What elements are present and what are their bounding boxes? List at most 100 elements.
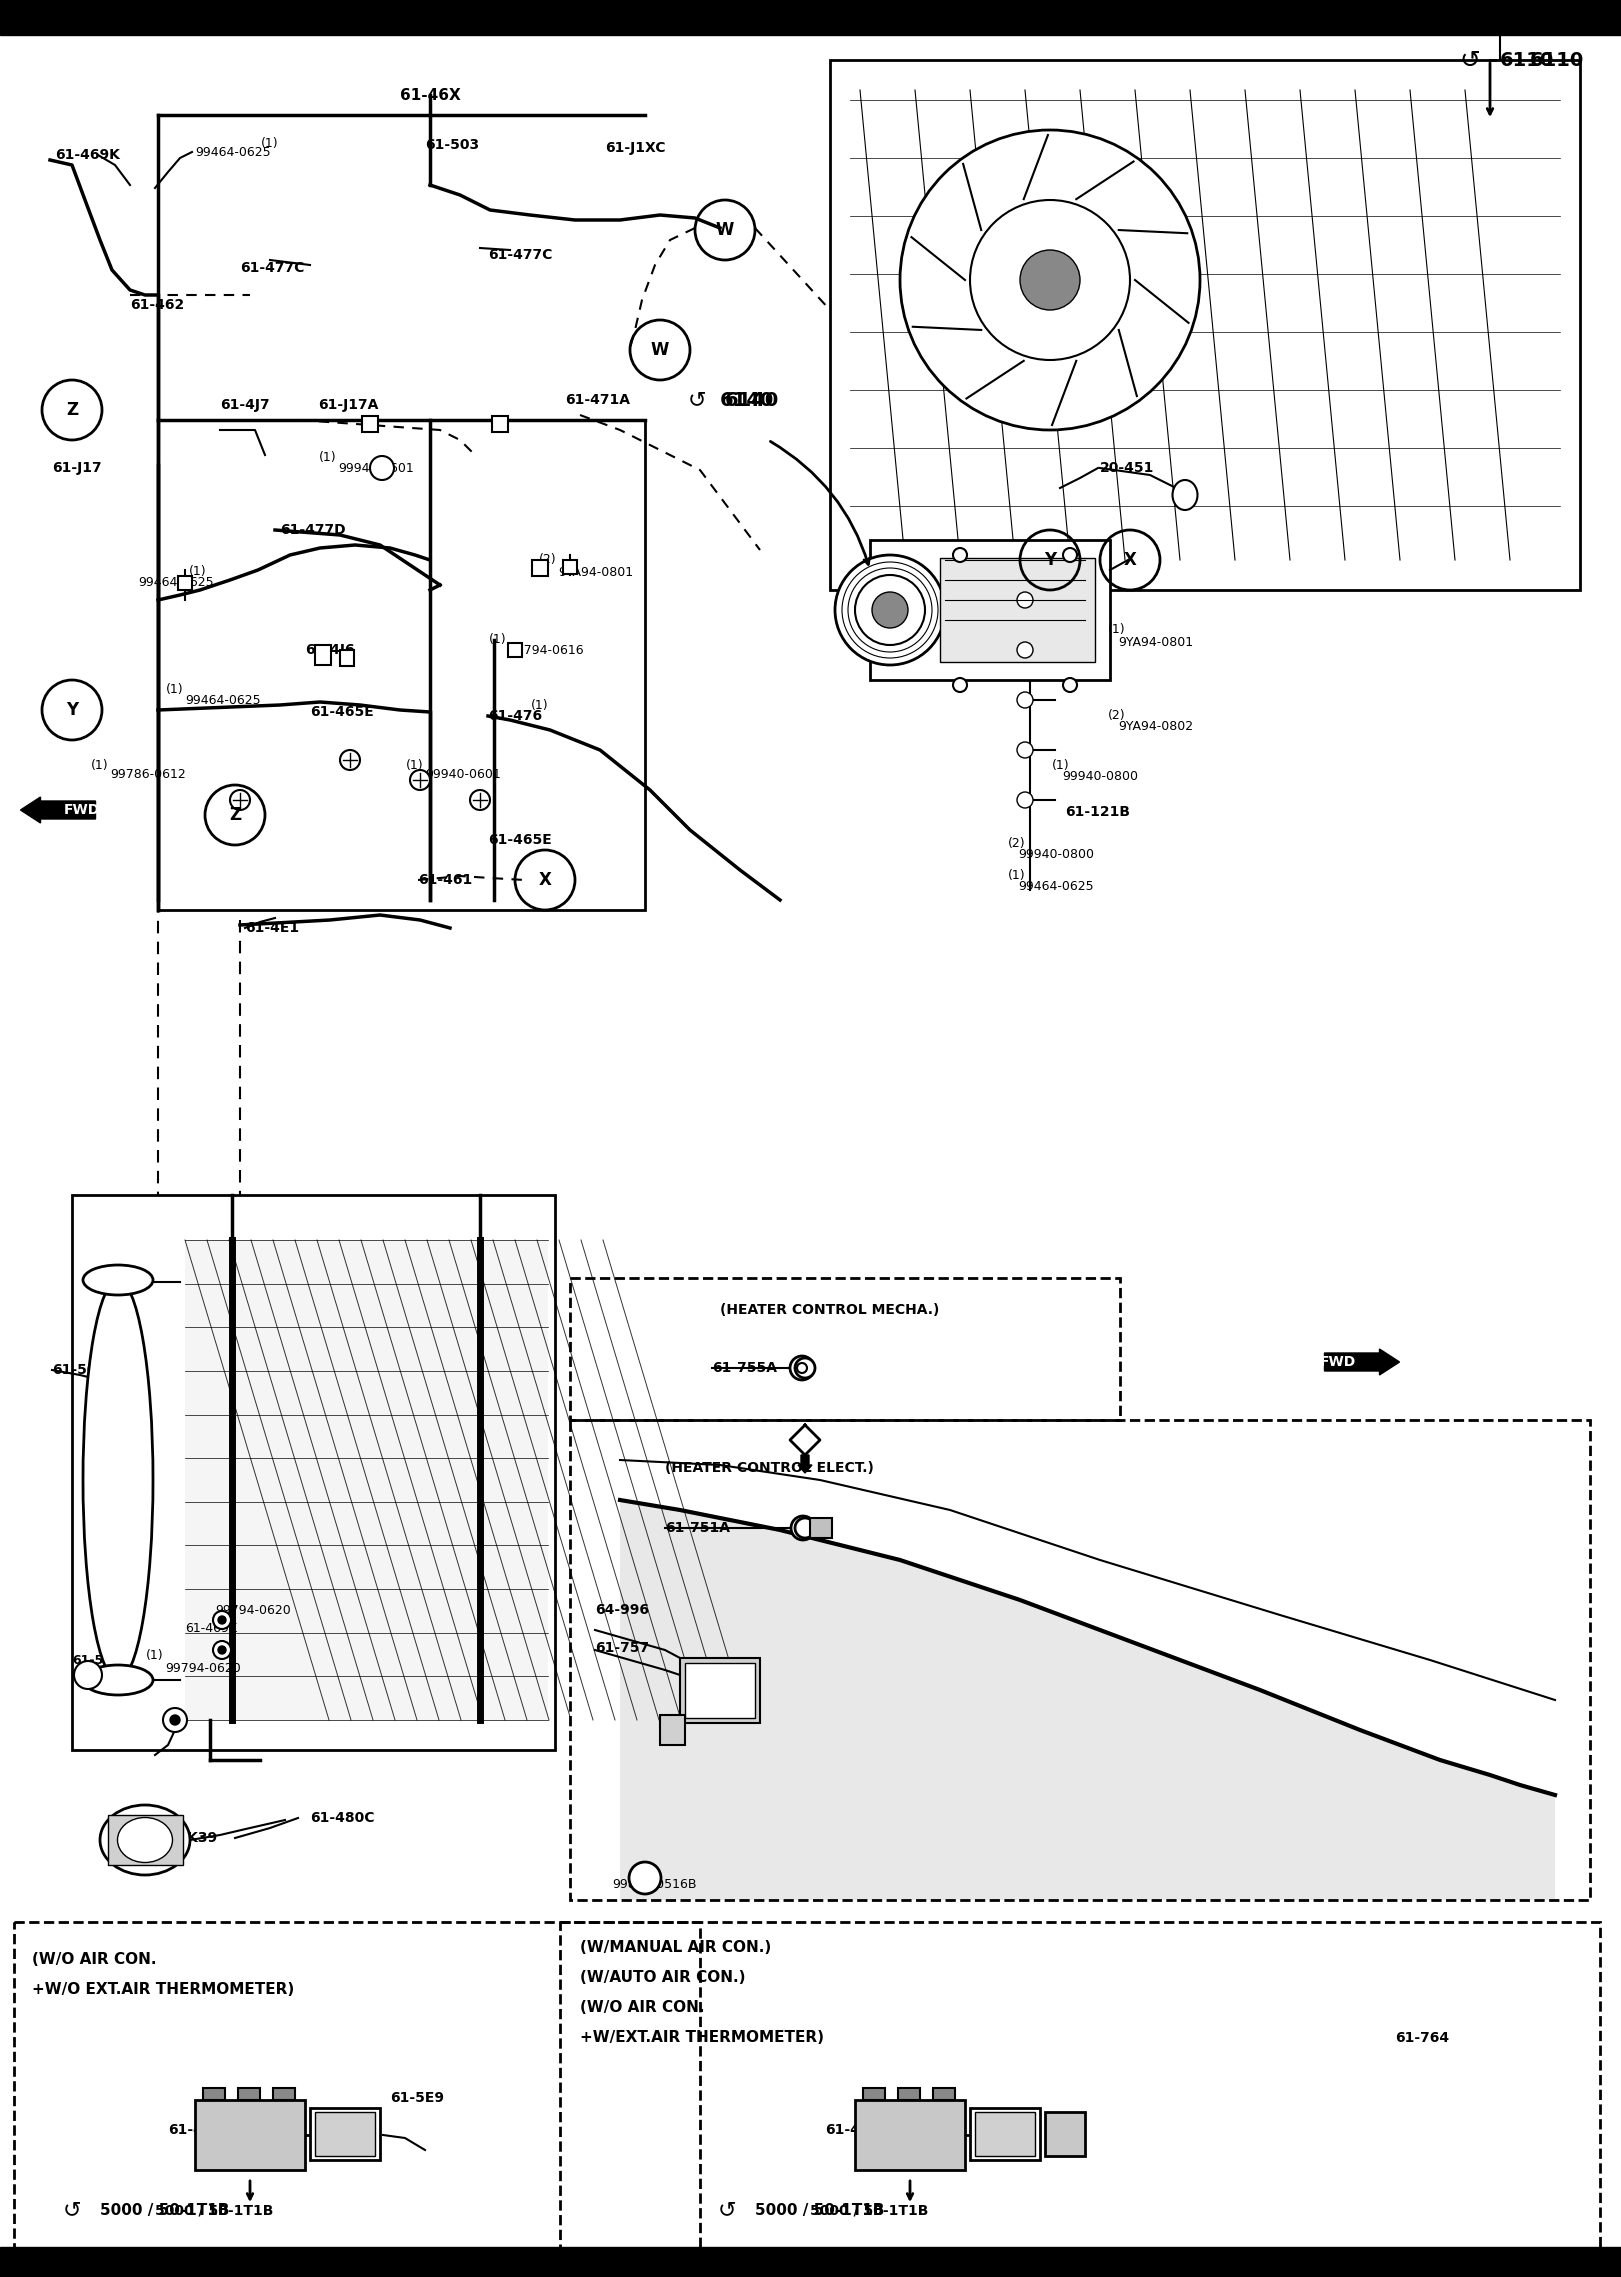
Text: (HEATER CONTROL MECHA.): (HEATER CONTROL MECHA.) <box>720 1302 940 1316</box>
Text: 61-755A: 61-755A <box>712 1362 776 1375</box>
Text: 61-J17: 61-J17 <box>52 460 102 476</box>
FancyArrow shape <box>21 797 96 822</box>
Bar <box>532 560 548 576</box>
FancyArrow shape <box>798 1455 812 1473</box>
Text: (1): (1) <box>1052 758 1070 772</box>
Text: (1): (1) <box>91 758 109 772</box>
FancyBboxPatch shape <box>1046 2113 1084 2156</box>
Text: 61-J17A: 61-J17A <box>318 398 378 412</box>
Text: +W/O EXT.AIR THERMOMETER): +W/O EXT.AIR THERMOMETER) <box>32 1983 295 1997</box>
Circle shape <box>1020 250 1080 310</box>
Text: FWD: FWD <box>1319 1355 1357 1368</box>
FancyBboxPatch shape <box>974 2113 1034 2156</box>
FancyBboxPatch shape <box>195 2099 305 2170</box>
Bar <box>493 417 507 433</box>
Text: $\circlearrowleft$: $\circlearrowleft$ <box>713 2200 736 2220</box>
Text: (W/MANUAL AIR CON.): (W/MANUAL AIR CON.) <box>580 1940 772 1956</box>
Circle shape <box>217 1646 225 1653</box>
Circle shape <box>212 1642 232 1660</box>
Circle shape <box>900 130 1200 430</box>
Circle shape <box>953 679 968 692</box>
Bar <box>0 2247 1621 2277</box>
Text: 64-996: 64-996 <box>595 1603 648 1617</box>
Text: 61-465E: 61-465E <box>488 833 551 847</box>
Text: Y: Y <box>1044 551 1055 569</box>
Bar <box>940 558 1096 663</box>
Circle shape <box>1016 592 1033 608</box>
Ellipse shape <box>83 1280 152 1680</box>
Text: $\circlearrowleft$: $\circlearrowleft$ <box>58 2200 81 2220</box>
Bar <box>810 1519 832 1537</box>
Bar <box>507 642 522 658</box>
Text: (1): (1) <box>490 633 507 647</box>
Bar <box>571 1421 1590 1899</box>
Circle shape <box>794 1357 815 1378</box>
Bar <box>178 576 191 590</box>
Circle shape <box>1063 679 1076 692</box>
Text: 61-764: 61-764 <box>1396 2031 1449 2045</box>
FancyArrow shape <box>1324 1348 1399 1375</box>
Circle shape <box>798 1364 807 1373</box>
Text: 99940-0800: 99940-0800 <box>1062 770 1138 783</box>
Circle shape <box>835 556 945 665</box>
Text: 6140: 6140 <box>725 389 780 410</box>
Text: (W/O AIR CON.: (W/O AIR CON. <box>32 1951 157 1967</box>
Text: (1): (1) <box>407 758 423 772</box>
Text: 61-4E1: 61-4E1 <box>245 920 300 936</box>
Text: 61-J1XC: 61-J1XC <box>605 141 666 155</box>
Circle shape <box>164 1708 186 1733</box>
Bar <box>314 644 331 665</box>
Circle shape <box>1063 549 1076 562</box>
Bar <box>0 0 1621 34</box>
Text: 99865-0516B: 99865-0516B <box>613 1879 697 1892</box>
Text: W: W <box>716 221 734 239</box>
Bar <box>71 1195 554 1751</box>
Text: 61-471A: 61-471A <box>566 394 631 408</box>
Circle shape <box>170 1715 180 1726</box>
Text: 99794-0620: 99794-0620 <box>216 1603 290 1617</box>
Text: 99794-0620: 99794-0620 <box>165 1662 242 1674</box>
Text: (2): (2) <box>1109 708 1125 722</box>
Text: 61-751A: 61-751A <box>665 1521 729 1535</box>
Circle shape <box>1016 742 1033 758</box>
Text: W: W <box>650 342 669 360</box>
Text: 5000 / 50-1T1B: 5000 / 50-1T1B <box>101 2202 230 2218</box>
Bar <box>15 1922 700 2247</box>
Bar <box>272 2088 295 2099</box>
Text: (1): (1) <box>532 699 550 713</box>
Text: 61-477C: 61-477C <box>240 262 305 276</box>
Ellipse shape <box>117 1817 172 1863</box>
Text: (1): (1) <box>190 565 207 578</box>
Bar <box>571 1277 1120 1421</box>
Text: 61-121B: 61-121B <box>1065 806 1130 820</box>
Circle shape <box>1016 642 1033 658</box>
Text: (2): (2) <box>1008 836 1026 849</box>
Text: 61-480C: 61-480C <box>310 1810 374 1824</box>
Circle shape <box>789 1357 814 1380</box>
Text: 99940-0800: 99940-0800 <box>1018 847 1094 861</box>
Circle shape <box>872 592 908 628</box>
Text: 61-4J7: 61-4J7 <box>220 398 269 412</box>
Text: 9YA94-0801: 9YA94-0801 <box>1118 635 1193 649</box>
Circle shape <box>340 749 360 770</box>
Ellipse shape <box>101 1806 190 1874</box>
Text: 5000 / 50-1T1B: 5000 / 50-1T1B <box>156 2204 274 2218</box>
Text: 99940-0601: 99940-0601 <box>425 770 501 781</box>
Text: Z: Z <box>229 806 242 824</box>
Text: $\circlearrowleft$: $\circlearrowleft$ <box>684 389 707 410</box>
Text: 61-476: 61-476 <box>488 708 541 724</box>
Text: (1): (1) <box>261 137 279 150</box>
Ellipse shape <box>83 1664 152 1694</box>
Bar <box>559 1922 1600 2247</box>
Text: 5000 / 50-1T1B: 5000 / 50-1T1B <box>810 2204 929 2218</box>
Circle shape <box>75 1660 102 1690</box>
Bar <box>238 2088 259 2099</box>
Text: 61-4EY: 61-4EY <box>169 2122 222 2138</box>
Text: 61-469K: 61-469K <box>185 1621 237 1635</box>
Text: Y: Y <box>66 701 78 720</box>
Circle shape <box>854 576 926 644</box>
FancyBboxPatch shape <box>854 2099 964 2170</box>
Circle shape <box>794 1519 815 1537</box>
Text: +W/EXT.AIR THERMOMETER): +W/EXT.AIR THERMOMETER) <box>580 2031 823 2045</box>
Text: (W/AUTO AIR CON.): (W/AUTO AIR CON.) <box>580 1970 746 1986</box>
